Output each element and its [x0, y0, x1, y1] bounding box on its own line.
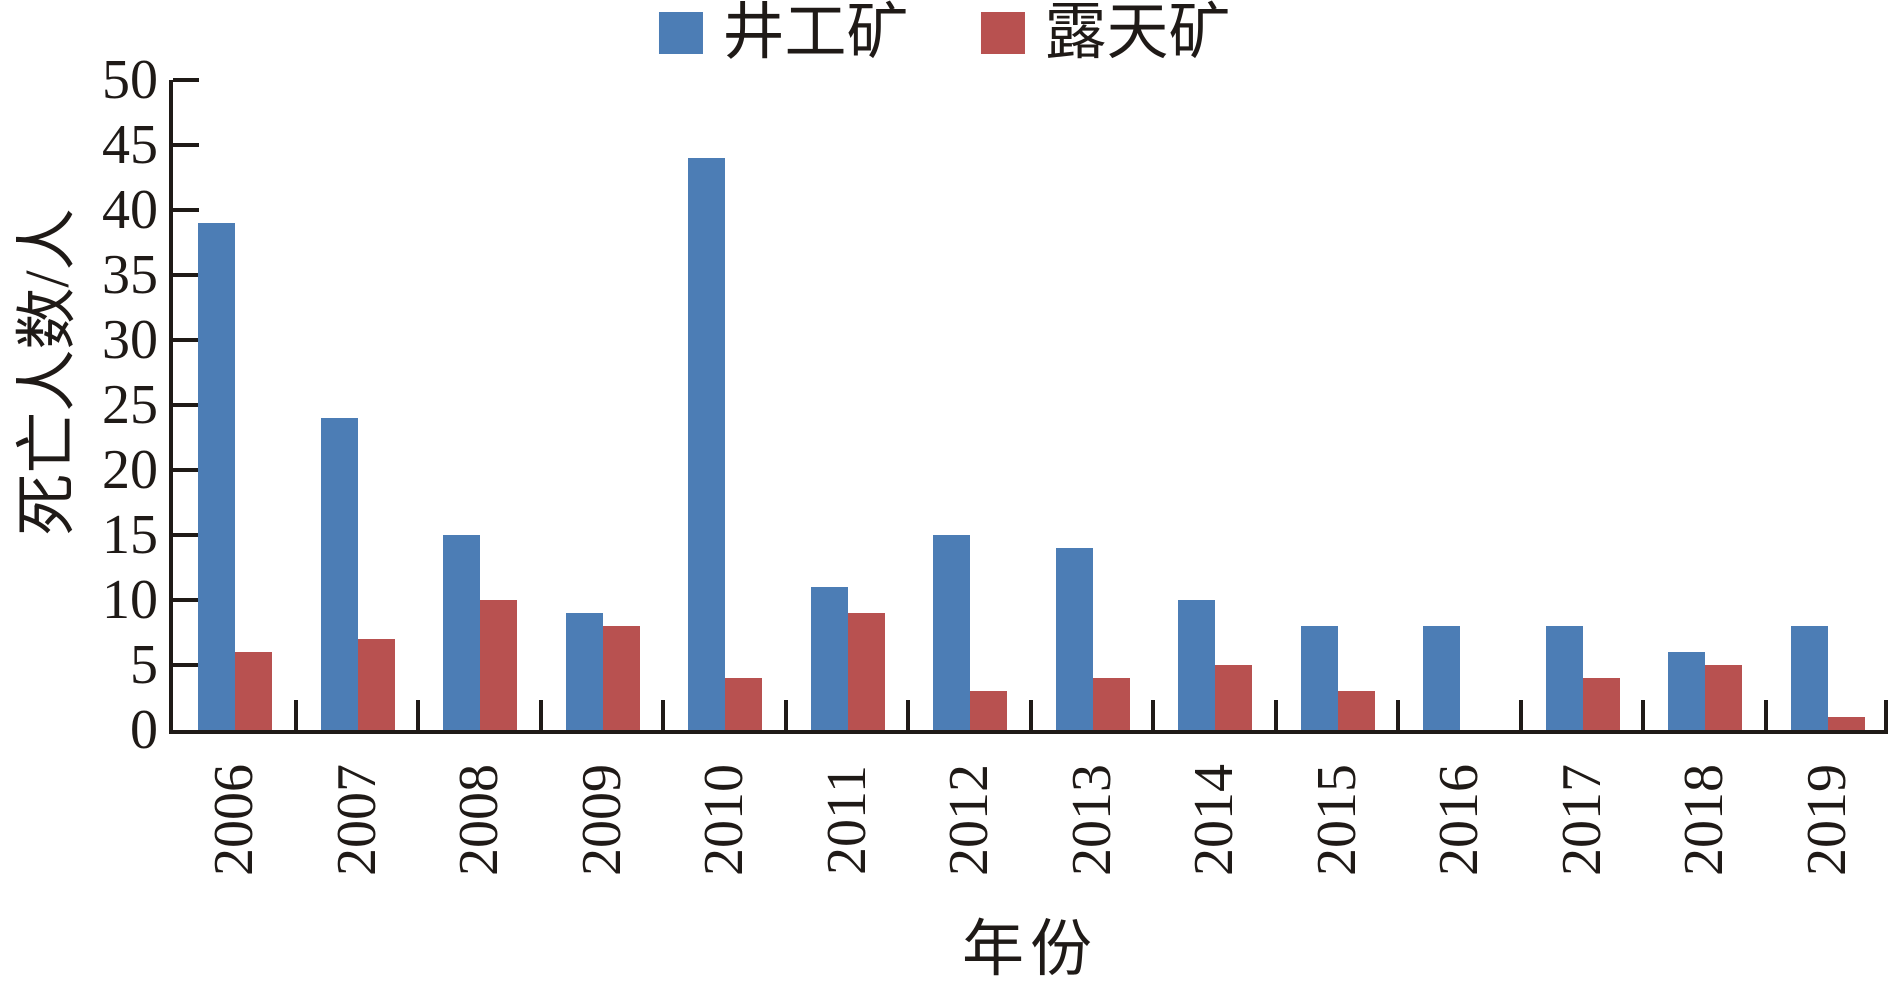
bar-openpit-2006	[235, 652, 272, 730]
bar-openpit-2019	[1828, 717, 1865, 730]
legend-item-openpit-mine: 露天矿	[980, 0, 1231, 67]
plot-area	[169, 78, 1888, 734]
y-tick-15	[173, 533, 199, 537]
x-tick-10	[1396, 700, 1400, 730]
y-tick-50	[173, 78, 199, 82]
x-tick-5	[784, 700, 788, 730]
bar-underground-2016	[1423, 626, 1460, 730]
bar-underground-2014	[1178, 600, 1215, 730]
legend-item-underground-mine: 井工矿	[658, 0, 909, 67]
y-axis-labels: 0 5 10 15 20 25 30 35 40 45 50	[0, 52, 158, 758]
legend-label-openpit-mine: 露天矿	[1044, 0, 1231, 67]
bar-openpit-2014	[1215, 665, 1252, 730]
legend-swatch-underground-mine	[658, 12, 703, 54]
y-tick-20	[173, 468, 199, 472]
x-tick-11	[1519, 700, 1523, 730]
y-tick-label-10: 10	[102, 569, 158, 631]
bar-openpit-2015	[1338, 691, 1375, 730]
x-tick-6	[906, 700, 910, 730]
y-tick-45	[173, 143, 199, 147]
x-tick-14	[1884, 700, 1888, 730]
y-tick-25	[173, 403, 199, 407]
x-tick-label-2019: 2019	[1796, 764, 1858, 876]
bar-underground-2015	[1301, 626, 1338, 730]
legend-swatch-openpit-mine	[980, 12, 1025, 54]
y-tick-label-5: 5	[130, 634, 158, 696]
bar-underground-2007	[321, 418, 358, 730]
bar-openpit-2009	[603, 626, 640, 730]
bar-openpit-2010	[725, 678, 762, 730]
x-tick-4	[661, 700, 665, 730]
y-tick-40	[173, 208, 199, 212]
bar-underground-2017	[1546, 626, 1583, 730]
y-tick-label-0: 0	[130, 699, 158, 761]
x-tick-9	[1274, 700, 1278, 730]
legend-label-underground-mine: 井工矿	[722, 0, 909, 67]
y-tick-label-45: 45	[102, 114, 158, 176]
x-tick-12	[1641, 700, 1645, 730]
legend: 井工矿 露天矿	[658, 0, 1231, 67]
bar-underground-2019	[1791, 626, 1828, 730]
x-tick-8	[1151, 700, 1155, 730]
bar-underground-2011	[811, 587, 848, 730]
x-tick-3	[539, 700, 543, 730]
x-axis-labels: 2006 2007 2008 2009 2010 2011 2012 2013 2014 2015…	[173, 740, 1888, 900]
y-tick-label-35: 35	[102, 244, 158, 306]
y-tick-label-50: 50	[102, 49, 158, 111]
bar-openpit-2017	[1583, 678, 1620, 730]
bar-openpit-2013	[1093, 678, 1130, 730]
y-tick-label-40: 40	[102, 179, 158, 241]
bar-underground-2013	[1056, 548, 1093, 730]
y-tick-35	[173, 273, 199, 277]
bar-openpit-2012	[970, 691, 1007, 730]
x-tick-13	[1764, 700, 1768, 730]
y-tick-10	[173, 598, 199, 602]
bar-underground-2008	[443, 535, 480, 730]
y-tick-label-15: 15	[102, 504, 158, 566]
bar-underground-2006	[198, 223, 235, 730]
x-tick-2	[416, 700, 420, 730]
y-tick-30	[173, 338, 199, 342]
y-tick-label-20: 20	[102, 439, 158, 501]
bar-underground-2010	[688, 158, 725, 730]
y-tick-5	[173, 663, 199, 667]
bar-openpit-2011	[848, 613, 885, 730]
x-tick-7	[1029, 700, 1033, 730]
bar-underground-2009	[566, 613, 603, 730]
bar-underground-2018	[1668, 652, 1705, 730]
bar-openpit-2008	[480, 600, 517, 730]
bar-openpit-2018	[1705, 665, 1742, 730]
bar-openpit-2007	[358, 639, 395, 730]
bar-underground-2012	[933, 535, 970, 730]
y-tick-label-30: 30	[102, 309, 158, 371]
y-tick-label-25: 25	[102, 374, 158, 436]
x-tick-1	[294, 700, 298, 730]
